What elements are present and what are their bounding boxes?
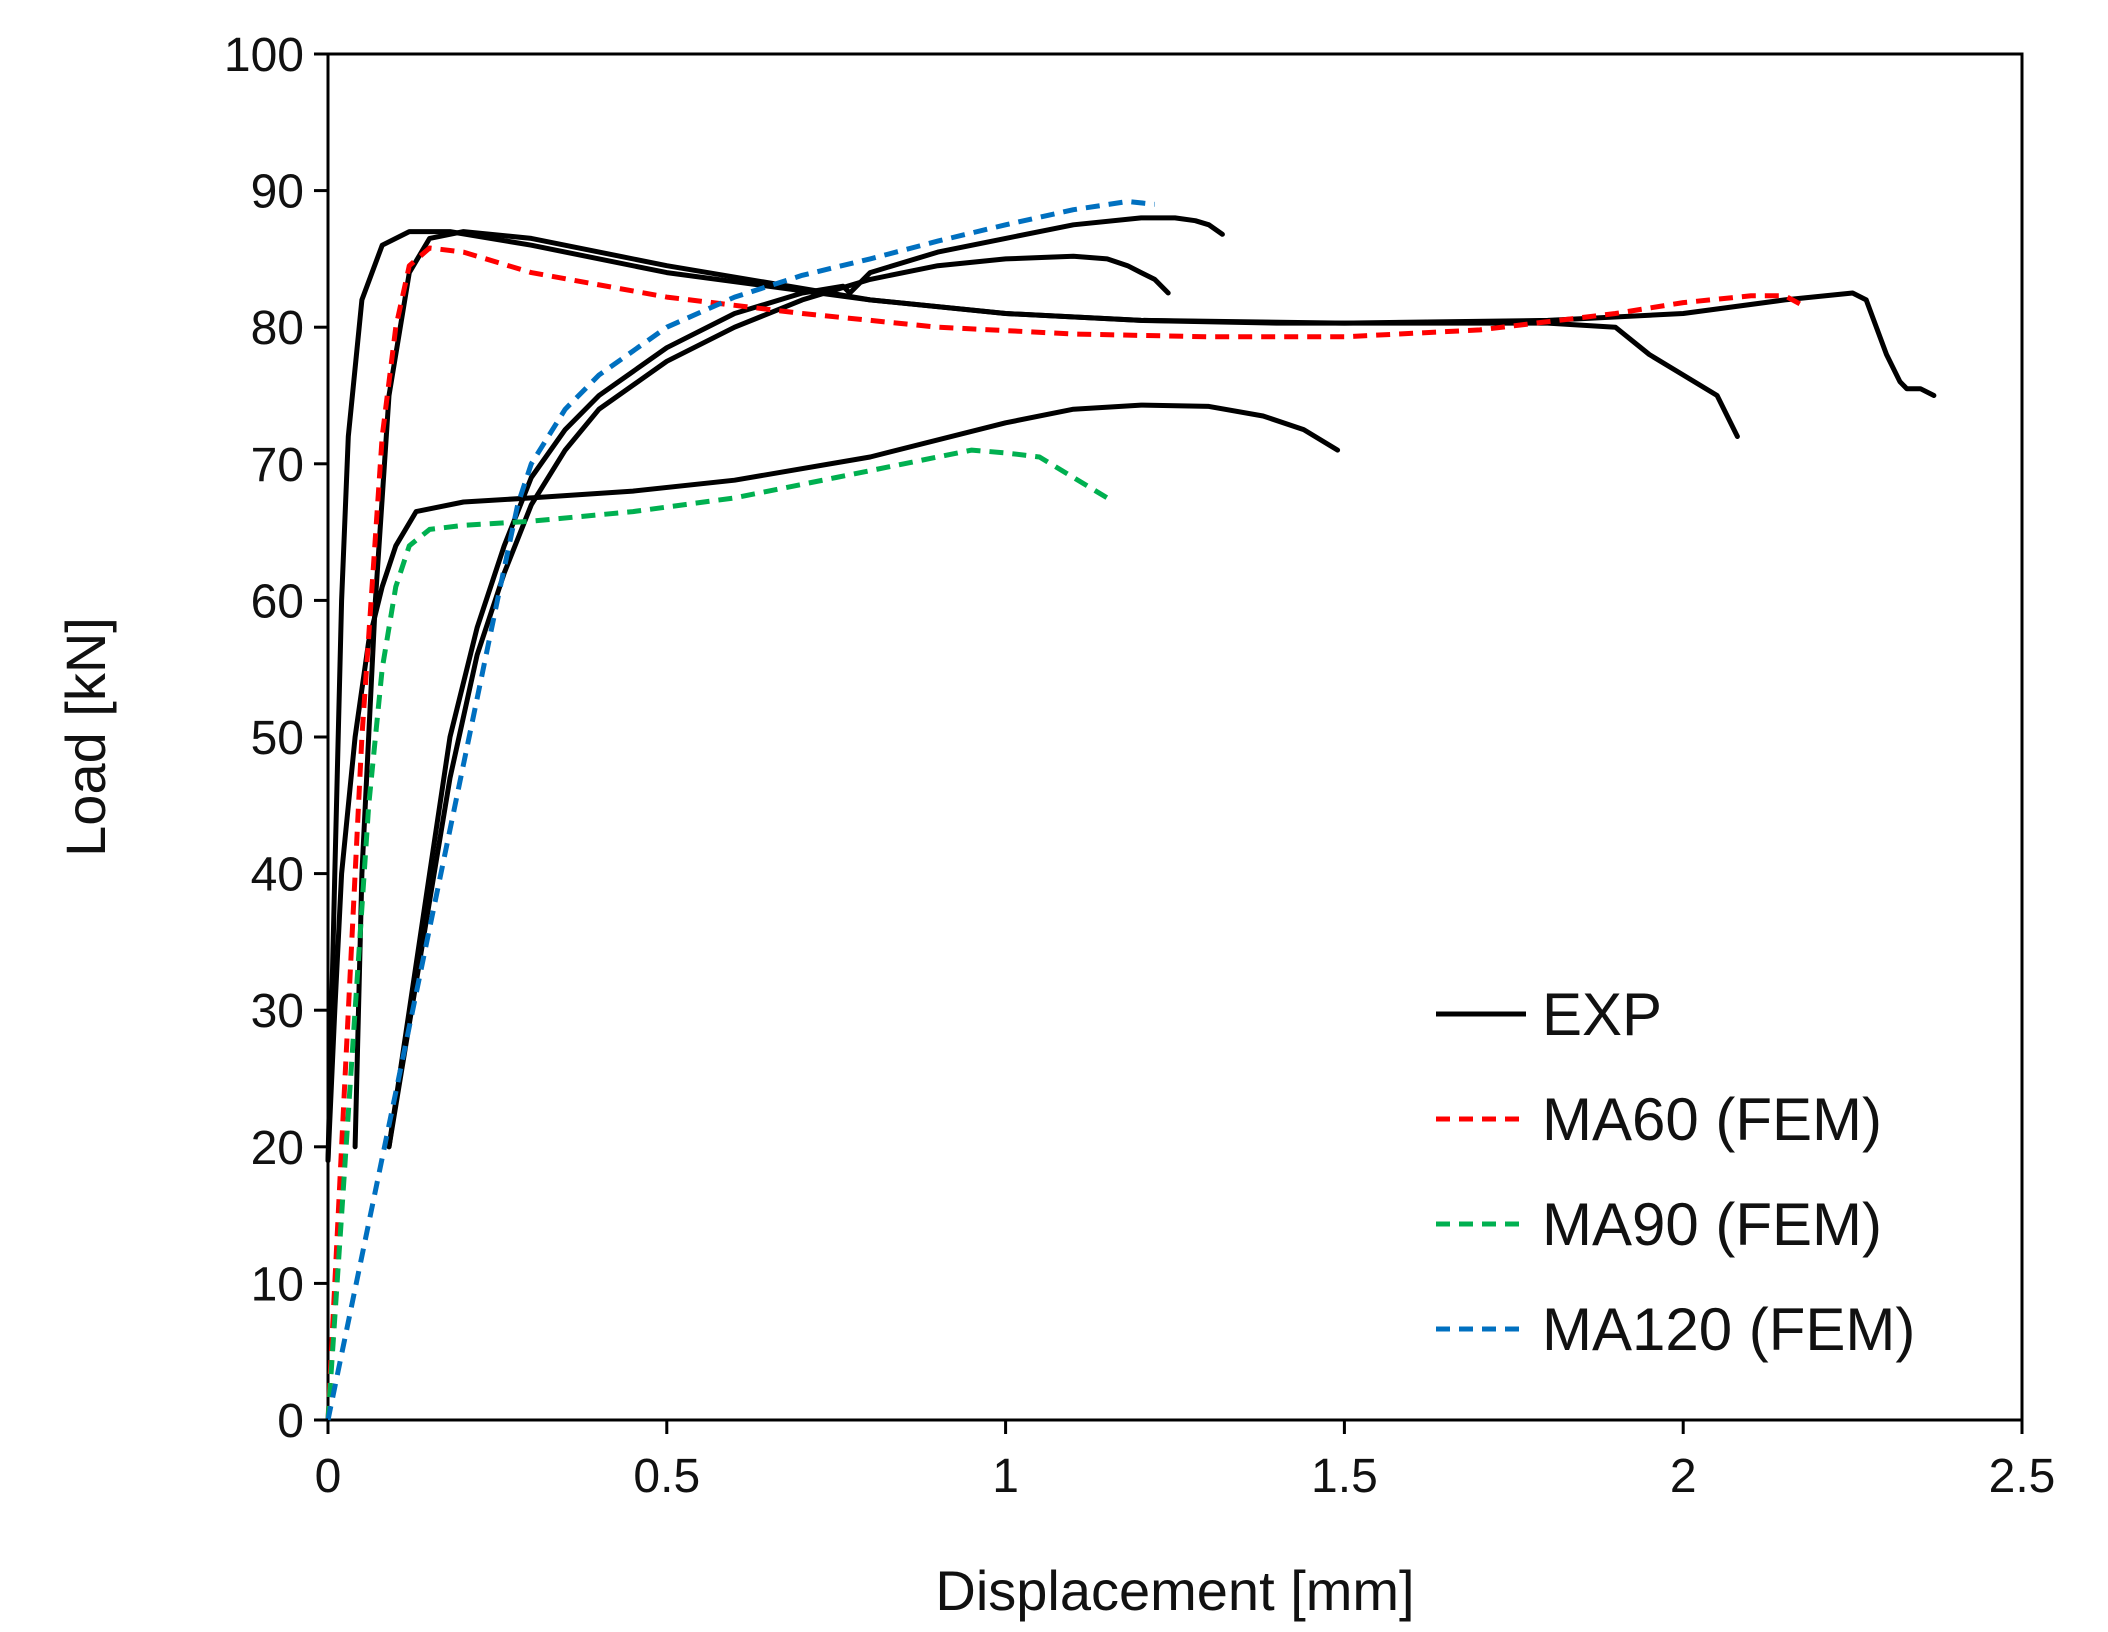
legend-label: MA90 (FEM) bbox=[1542, 1191, 1882, 1258]
legend-label: EXP bbox=[1542, 981, 1662, 1048]
series-layer bbox=[325, 199, 1937, 1421]
x-tick-label: 2 bbox=[1670, 1450, 1697, 1503]
y-tick-label: 30 bbox=[251, 985, 304, 1038]
y-tick-label: 100 bbox=[224, 29, 304, 82]
y-tick-label: 0 bbox=[277, 1395, 304, 1448]
y-tick-label: 20 bbox=[251, 1122, 304, 1175]
x-tick-label: 2.5 bbox=[1989, 1450, 2056, 1503]
x-tick-label: 1 bbox=[992, 1450, 1019, 1503]
x-tick-label: 0.5 bbox=[633, 1450, 700, 1503]
legend-label: MA120 (FEM) bbox=[1542, 1296, 1915, 1363]
y-tick-label: 90 bbox=[251, 166, 304, 219]
legend-label: MA60 (FEM) bbox=[1542, 1086, 1882, 1153]
legend: EXP MA60 (FEM) MA90 (FEM) MA120 (FEM) bbox=[1436, 981, 1915, 1363]
series-line-exp-120-2 bbox=[386, 253, 1171, 1150]
series-line-ma120-fem bbox=[325, 199, 1155, 1421]
y-tick-label: 10 bbox=[251, 1258, 304, 1311]
series-line-exp-90 bbox=[325, 402, 1341, 1163]
y-tick-label: 40 bbox=[251, 849, 304, 902]
series-line-exp-120-1 bbox=[386, 215, 1225, 1150]
series-line-ma60-fem bbox=[325, 245, 1807, 1421]
y-tick-label: 70 bbox=[251, 439, 304, 492]
y-axis-title: Load [kN] bbox=[54, 617, 117, 857]
x-tick-label: 0 bbox=[315, 1450, 342, 1503]
y-tick-label: 50 bbox=[251, 712, 304, 765]
series-line-exp-60-2 bbox=[352, 229, 1937, 1150]
x-tick-label: 1.5 bbox=[1311, 1450, 1378, 1503]
y-tick-label: 80 bbox=[251, 302, 304, 355]
x-axis-ticks: 0 0.5 1 1.5 2 2.5 bbox=[315, 1420, 2056, 1503]
y-axis-ticks: 0 10 20 30 40 50 60 70 80 90 100 bbox=[224, 29, 328, 1448]
y-tick-label: 60 bbox=[251, 575, 304, 628]
x-axis-title: Displacement [mm] bbox=[935, 1559, 1414, 1622]
